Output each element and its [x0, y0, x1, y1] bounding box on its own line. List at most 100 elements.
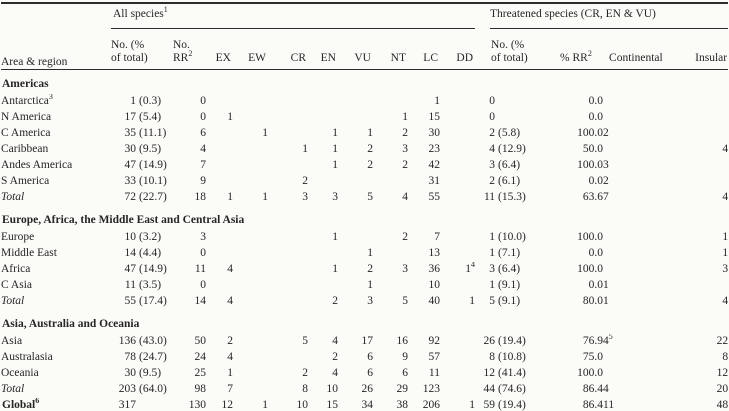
cell-vu: 1	[367, 247, 373, 259]
count-value: 11	[483, 191, 496, 203]
percent-value: (17.4)	[139, 295, 167, 307]
cell-dd	[440, 230, 475, 246]
percent-value: (43.0)	[139, 335, 167, 347]
cell-threatened-no-pct: 5 (9.1)	[475, 294, 557, 310]
count-value: 72	[124, 191, 137, 203]
cell-insular: 1	[722, 247, 729, 259]
cell-continental	[603, 262, 691, 278]
table-row: Total 72 (22.7) 18 1 1 3 3 5 4 55 11 (15.3) 63.6 7 4	[1, 190, 728, 206]
cell-ew	[233, 278, 268, 294]
col-header-threatened-no-pct: No. (% of total)	[475, 31, 558, 70]
table-row: Antarctica3 1 (0.3) 0 1 0 0.0	[1, 94, 728, 110]
cell-nt: 38	[396, 399, 409, 411]
cell-dd	[440, 366, 475, 382]
cell-threatened-pct-rr: 0.0	[588, 95, 604, 107]
cell-rr: 0	[200, 111, 206, 123]
table-row: Caribbean 30 (9.5) 4 1 1 2 3 23 4 (12.9) 50.0 4	[1, 142, 728, 158]
col-header-no-pct-all: No. (% of total)	[109, 31, 171, 70]
cell-lc: 7	[434, 231, 440, 243]
col-header-insular: Insular	[691, 31, 729, 70]
row-label: Andes America	[1, 159, 73, 171]
percent-value: (5.8)	[498, 127, 521, 139]
row-label: S America	[1, 175, 50, 187]
percent-value: (14.9)	[139, 159, 167, 171]
cell-cr	[268, 230, 308, 246]
cell-insular	[691, 174, 728, 190]
count-value: 44	[483, 383, 496, 395]
cell-vu	[338, 174, 373, 190]
cell-continental: 4	[603, 383, 609, 395]
cell-rr: 25	[194, 367, 207, 379]
cell-insular: 3	[722, 263, 729, 275]
cell-lc: 1	[434, 95, 440, 107]
cell-nt: 3	[402, 143, 408, 155]
cell-threatened-pct-rr: 100.0	[577, 263, 604, 275]
cell-threatened-pct-rr: 0.0	[588, 175, 604, 187]
cell-nt: 29	[396, 383, 409, 395]
cell-no-pct: 55 (17.4)	[109, 294, 171, 310]
count-value: 35	[124, 127, 137, 139]
count-value: 5	[489, 295, 496, 307]
cell-vu: 6	[367, 367, 373, 379]
cell-nt: 3	[402, 263, 408, 275]
cell-insular: 22	[716, 335, 729, 347]
row-label: Middle East	[1, 247, 57, 259]
percent-value: (64.0)	[139, 383, 167, 395]
cell-rr: 11	[194, 263, 206, 275]
count-value: 317	[118, 399, 136, 411]
count-value: 17	[124, 111, 137, 123]
cell-ex: 1	[227, 191, 233, 203]
cell-cr: 8	[302, 383, 308, 395]
cell-cr	[268, 262, 308, 278]
cell-no-pct: 33 (10.1)	[109, 174, 171, 190]
cell-cr: 3	[302, 191, 308, 203]
row-label: Total	[1, 383, 25, 395]
cell-threatened-pct-rr: 100.0	[577, 127, 604, 139]
cell-cr	[268, 110, 308, 126]
cell-en: 2	[332, 351, 338, 363]
cell-threatened-pct-rr: 0.0	[588, 279, 604, 291]
cell-no-pct: 1 (0.3)	[109, 94, 171, 110]
cell-nt: 2	[402, 127, 408, 139]
percent-value: (9.5)	[139, 367, 162, 379]
table-row: Middle East 14 (4.4) 0 1 13 1 (7.1) 0.0 1	[1, 246, 728, 262]
cell-lc: 206	[422, 399, 440, 411]
cell-continental	[603, 350, 691, 366]
cell-ew	[233, 334, 268, 350]
cell-rr: 50	[194, 335, 207, 347]
cell-threatened-no-pct: 26 (19.4)	[475, 334, 557, 350]
cell-dd	[440, 174, 475, 190]
count-value: 3	[489, 263, 496, 275]
cell-rr: 98	[194, 383, 207, 395]
cell-ex: 1	[227, 367, 233, 379]
cell-threatened-pct-rr: 50.0	[582, 143, 604, 155]
cell-dd	[440, 110, 475, 126]
cell-threatened-no-pct: 0	[475, 94, 557, 110]
count-value: 11	[124, 279, 136, 291]
cell-no-pct: 14 (4.4)	[109, 246, 171, 262]
cell-nt: 16	[396, 335, 409, 347]
cell-threatened-no-pct: 0	[475, 110, 557, 126]
table-row: Africa 47 (14.9) 11 4 1 2 3 36 14 3 (6.4) 100.0 3	[1, 262, 728, 278]
row-label: Total	[1, 295, 25, 307]
cell-ex: 4	[227, 263, 233, 275]
cell-en: 3	[332, 191, 338, 203]
cell-ex: 2	[227, 335, 233, 347]
cell-nt	[373, 94, 408, 110]
cell-threatened-pct-rr: 100.0	[577, 231, 604, 243]
cell-nt	[373, 174, 408, 190]
count-value: 30	[124, 367, 137, 379]
cell-continental	[603, 94, 691, 110]
cell-continental	[603, 366, 691, 382]
cell-threatened-no-pct: 4 (12.9)	[475, 142, 557, 158]
cell-continental: 11	[603, 399, 615, 411]
cell-en: 1	[332, 127, 338, 139]
section-title: Asia, Australia and Oceania	[2, 317, 140, 330]
cell-cr	[268, 94, 308, 110]
percent-value: (3.2)	[139, 231, 162, 243]
cell-rr: 24	[194, 351, 207, 363]
table-row: Australasia 78 (24.7) 24 4 2 6 9 57 8 (10.8) 75.0 8	[1, 350, 728, 366]
cell-ex	[206, 126, 233, 142]
percent-value: (74.6)	[498, 383, 526, 395]
table-body: Americas Antarctica3 1 (0.3) 0 1 0 0.0 N America…	[1, 69, 728, 411]
